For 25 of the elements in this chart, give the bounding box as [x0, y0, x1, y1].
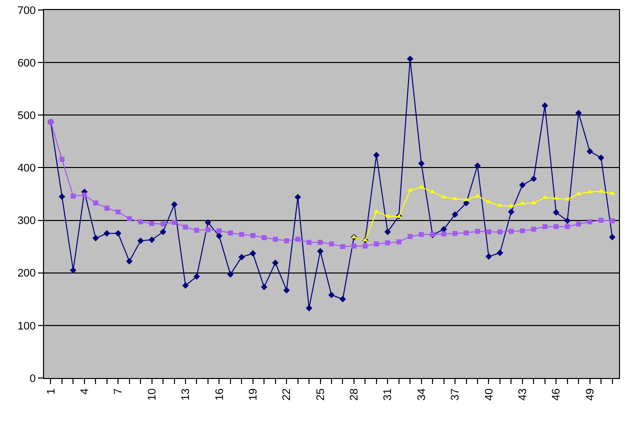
y-tick-label: 700	[17, 4, 36, 17]
y-tick-label: 600	[17, 57, 36, 70]
x-tick-label: 31	[382, 388, 394, 401]
x-tick-label: 25	[314, 388, 327, 401]
x-tick-label: 16	[214, 388, 226, 401]
y-tick-label: 300	[17, 215, 36, 228]
x-tick-label: 7	[112, 388, 125, 395]
x-tick-label: 13	[180, 388, 192, 401]
x-tick-label: 22	[281, 388, 294, 401]
x-tick-label: 4	[79, 388, 92, 395]
x-tick-label: 37	[450, 388, 462, 401]
x-tick-label: 19	[247, 388, 260, 401]
x-tick-label: 46	[550, 388, 563, 401]
x-tick-label: 49	[584, 388, 596, 401]
y-tick-label: 500	[17, 110, 36, 122]
y-tick-label: 200	[17, 268, 36, 280]
x-tick-label: 40	[483, 388, 496, 401]
x-tick-label: 34	[416, 388, 428, 401]
x-tick-label: 28	[348, 388, 361, 401]
y-tick-label: 100	[17, 320, 36, 332]
x-tick-label: 10	[146, 388, 158, 401]
x-tick-label: 43	[516, 388, 529, 401]
x-tick-label: 1	[45, 388, 58, 395]
y-tick-label: 0	[30, 372, 36, 385]
y-tick-label: 400	[17, 162, 36, 175]
